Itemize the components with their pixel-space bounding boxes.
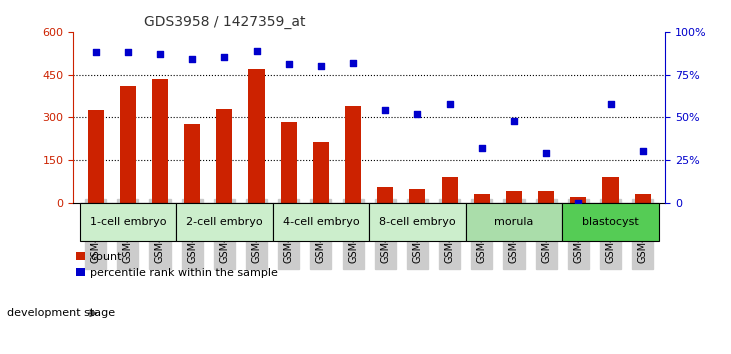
Bar: [369, 203, 401, 205]
Bar: [498, 203, 530, 205]
Bar: [152, 79, 168, 203]
Bar: [562, 203, 659, 241]
Bar: [313, 142, 329, 203]
Bar: [626, 203, 659, 205]
Bar: [530, 203, 562, 205]
Bar: [80, 203, 112, 205]
Point: [444, 101, 455, 107]
Point: [476, 145, 488, 151]
Bar: [466, 203, 562, 241]
Bar: [273, 203, 369, 241]
Point: [637, 149, 648, 154]
Bar: [602, 177, 618, 203]
Text: 8-cell embryo: 8-cell embryo: [379, 217, 455, 227]
Point: [508, 118, 520, 124]
Bar: [281, 121, 297, 203]
Point: [379, 108, 391, 113]
Bar: [409, 188, 425, 203]
Bar: [208, 203, 240, 205]
Bar: [176, 203, 208, 205]
Text: 1-cell embryo: 1-cell embryo: [90, 217, 166, 227]
Text: morula: morula: [494, 217, 534, 227]
Bar: [538, 192, 554, 203]
Text: 2-cell embryo: 2-cell embryo: [186, 217, 262, 227]
Bar: [594, 203, 626, 205]
Point: [90, 50, 102, 55]
Point: [540, 150, 552, 156]
Point: [122, 50, 134, 55]
Point: [219, 55, 230, 60]
Bar: [377, 187, 393, 203]
Bar: [635, 194, 651, 203]
Bar: [112, 203, 144, 205]
Bar: [184, 124, 200, 203]
Bar: [176, 203, 273, 241]
Point: [283, 62, 295, 67]
Bar: [88, 110, 104, 203]
Bar: [337, 203, 369, 205]
Point: [347, 60, 359, 65]
Bar: [249, 69, 265, 203]
Bar: [120, 86, 136, 203]
Bar: [273, 203, 305, 205]
Bar: [562, 203, 594, 205]
Bar: [474, 194, 490, 203]
Bar: [216, 109, 232, 203]
Bar: [433, 203, 466, 205]
Point: [605, 101, 616, 107]
Point: [572, 200, 584, 206]
Bar: [570, 197, 586, 203]
Bar: [442, 177, 458, 203]
Point: [315, 63, 327, 69]
Bar: [506, 192, 522, 203]
Bar: [305, 203, 337, 205]
Point: [154, 51, 166, 57]
Text: development stage: development stage: [7, 308, 115, 318]
Bar: [80, 203, 176, 241]
Text: GDS3958 / 1427359_at: GDS3958 / 1427359_at: [144, 16, 306, 29]
Bar: [401, 203, 433, 205]
Bar: [144, 203, 176, 205]
Point: [186, 56, 198, 62]
Bar: [345, 106, 361, 203]
Text: blastocyst: blastocyst: [582, 217, 639, 227]
Bar: [240, 203, 273, 205]
Text: 4-cell embryo: 4-cell embryo: [283, 217, 359, 227]
Bar: [466, 203, 498, 205]
Point: [251, 48, 262, 53]
Legend: count, percentile rank within the sample: count, percentile rank within the sample: [76, 252, 278, 278]
Bar: [369, 203, 466, 241]
Point: [412, 111, 423, 117]
